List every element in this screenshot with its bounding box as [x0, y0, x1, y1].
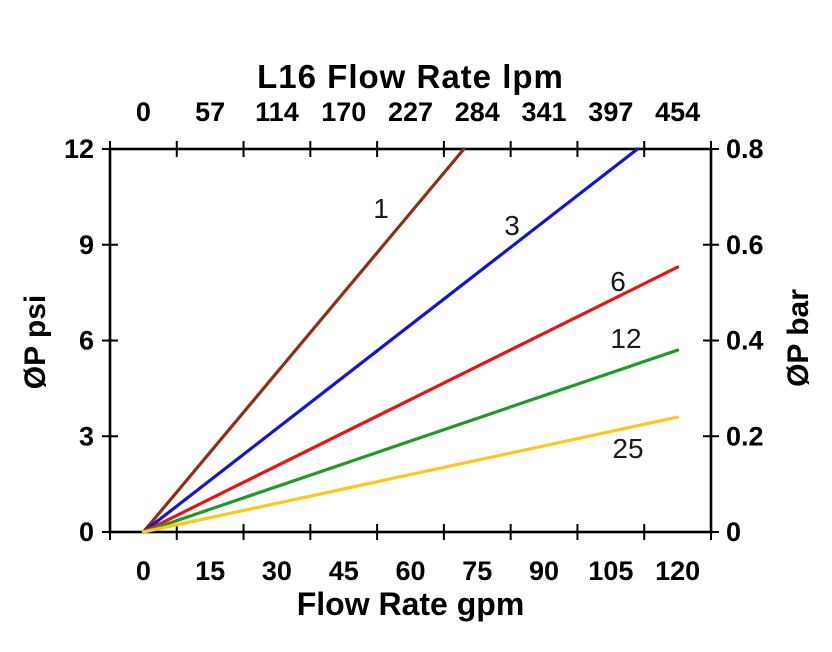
top-tick-label: 0	[136, 97, 151, 127]
bottom-axis-title: Flow Rate gpm	[296, 586, 525, 622]
left-tick-label: 6	[79, 326, 94, 356]
top-tick-label: 284	[455, 97, 500, 127]
bottom-tick-label: 105	[588, 556, 633, 586]
series-line-3	[141, 147, 640, 534]
top-tick-label: 114	[255, 97, 299, 127]
bottom-tick-label: 60	[395, 556, 425, 586]
series-line-12	[141, 348, 680, 534]
left-tick-label: 0	[79, 517, 94, 547]
top-tick-label: 397	[588, 97, 633, 127]
right-tick-label: 0.8	[726, 134, 764, 164]
left-tick-label: 12	[64, 134, 94, 164]
series-line-25	[141, 415, 680, 534]
series-line-1	[141, 147, 466, 534]
right-tick-label: 0.4	[726, 326, 764, 356]
right-tick-label: 0.2	[726, 421, 764, 451]
top-tick-label: 227	[388, 97, 433, 127]
bottom-tick-label: 30	[262, 556, 292, 586]
bottom-tick-label: 120	[655, 556, 700, 586]
top-tick-label: 170	[321, 97, 366, 127]
top-tick-label: 57	[195, 97, 225, 127]
series-line-6	[141, 265, 680, 534]
top-tick-label: 454	[655, 97, 700, 127]
left-tick-label: 9	[79, 230, 94, 260]
right-tick-label: 0	[726, 517, 741, 547]
series-label-3: 3	[504, 210, 520, 241]
bottom-tick-label: 0	[136, 556, 151, 586]
series-label-25: 25	[612, 433, 643, 464]
series-label-12: 12	[610, 323, 641, 354]
top-tick-label: 341	[522, 97, 567, 127]
right-tick-label: 0.6	[726, 230, 764, 260]
left-tick-label: 3	[79, 421, 94, 451]
bottom-tick-label: 45	[329, 556, 359, 586]
series-label-1: 1	[373, 193, 389, 224]
bottom-tick-label: 75	[462, 556, 492, 586]
bottom-tick-label: 90	[529, 556, 559, 586]
series-label-6: 6	[610, 266, 626, 297]
chart-title: L16 Flow Rate lpm	[257, 58, 564, 95]
bottom-tick-label: 15	[195, 556, 225, 586]
